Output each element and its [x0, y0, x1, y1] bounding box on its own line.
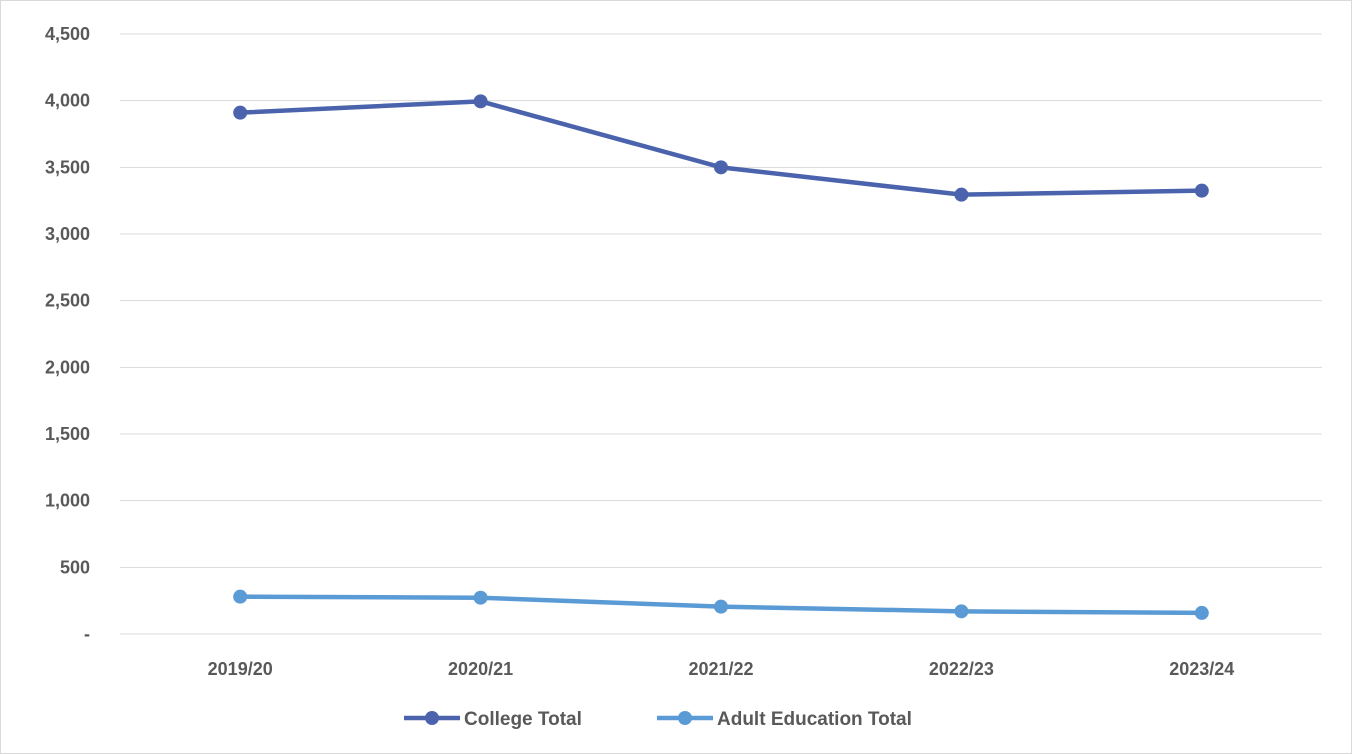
x-tick-label: 2019/20	[208, 659, 273, 679]
data-point	[954, 604, 969, 619]
series-1	[233, 94, 1209, 202]
data-point	[473, 590, 488, 605]
data-point	[714, 599, 728, 614]
y-tick-label: 3,500	[45, 157, 90, 177]
legend: College Total Adult Education Total	[404, 709, 912, 730]
data-point	[233, 105, 248, 120]
data-point	[473, 94, 488, 109]
series-layer	[233, 94, 1209, 620]
y-axis-ticks: - 500 1,000 1,500 2,000 2,500 3,000 3,500 4,000 4…	[45, 24, 90, 644]
legend-label: College Total	[464, 709, 582, 730]
data-point	[233, 589, 248, 604]
x-tick-label: 2020/21	[448, 659, 513, 679]
y-tick-label: 4,500	[45, 24, 90, 44]
gridlines	[120, 33, 1322, 635]
x-tick-label: 2022/23	[929, 659, 994, 679]
legend-item: College Total	[404, 709, 582, 730]
y-tick-label: 2,500	[45, 291, 90, 311]
x-tick-label: 2021/22	[688, 659, 753, 679]
y-tick-label: 1,000	[45, 491, 90, 511]
y-tick-label: 2,000	[45, 357, 90, 377]
y-tick-label: -	[84, 624, 90, 644]
legend-marker	[678, 711, 692, 725]
x-tick-label: 2023/24	[1169, 659, 1234, 679]
legend-item: Adult Education Total	[657, 709, 912, 730]
y-tick-label: 500	[60, 557, 90, 577]
series-2	[233, 589, 1209, 620]
x-axis-ticks: 2019/20 2020/21 2021/22 2022/23 2023/24	[208, 659, 1235, 679]
data-point	[954, 187, 969, 202]
series-line	[237, 99, 1205, 197]
legend-marker	[425, 711, 439, 725]
y-tick-label: 1,500	[45, 424, 90, 444]
y-tick-label: 4,000	[45, 91, 90, 111]
data-point	[1194, 183, 1209, 198]
y-tick-label: 3,000	[45, 224, 90, 244]
legend-label: Adult Education Total	[717, 709, 912, 730]
data-point	[714, 160, 728, 175]
data-point	[1194, 605, 1209, 620]
